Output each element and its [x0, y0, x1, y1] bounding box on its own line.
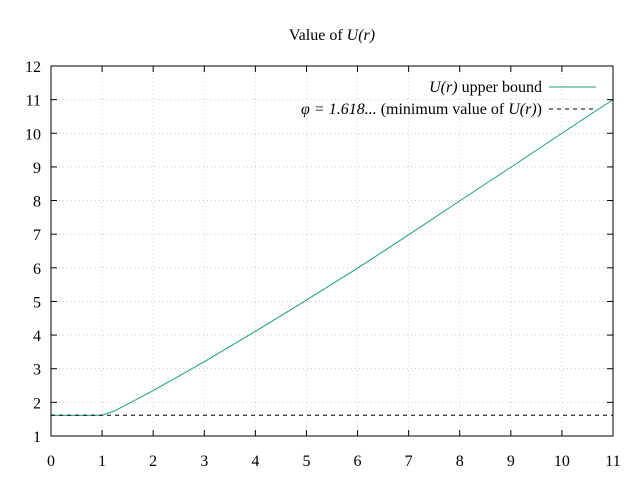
- chart-title: Value of U(r): [289, 27, 375, 44]
- legend: U(r) upper bound φ = 1.618... (minimum v…: [301, 79, 596, 118]
- legend-1-math: U(r): [429, 79, 457, 96]
- y-tick-label: 12: [25, 59, 41, 76]
- x-tick-label: 1: [98, 453, 106, 470]
- legend-entry-phi: φ = 1.618... (minimum value of U(r)): [301, 101, 542, 118]
- legend-2-text: (minimum value of: [377, 101, 509, 118]
- x-tick-label: 9: [507, 453, 515, 470]
- grid: [51, 66, 613, 436]
- y-tick-label: 1: [33, 429, 41, 446]
- y-tick-label: 6: [33, 261, 41, 278]
- x-tick-label: 2: [149, 453, 157, 470]
- chart-title-math: U(r): [347, 27, 375, 44]
- legend-2-suffix: ): [537, 101, 542, 118]
- y-tick-label: 7: [33, 227, 41, 244]
- x-tick-label: 8: [456, 453, 464, 470]
- legend-2-math: U(r): [508, 101, 536, 118]
- y-tick-label: 9: [33, 160, 41, 177]
- legend-1-text: upper bound: [458, 79, 542, 96]
- legend-entry-upper-bound: U(r) upper bound: [429, 79, 542, 96]
- series-upper-bound-line: [51, 99, 614, 416]
- y-tick-label: 8: [33, 194, 41, 211]
- y-tick-label: 10: [25, 126, 41, 143]
- x-tick-label: 6: [354, 453, 362, 470]
- legend-2-math-prefix: φ = 1.618...: [301, 101, 377, 118]
- y-tick-label: 11: [26, 93, 41, 110]
- y-tick-label: 2: [33, 395, 41, 412]
- series-layer: [51, 99, 614, 416]
- y-tick-label: 3: [33, 362, 41, 379]
- x-tick-label: 11: [605, 453, 620, 470]
- y-tick-label: 5: [33, 294, 41, 311]
- x-tick-label: 7: [405, 453, 413, 470]
- x-tick-label: 10: [554, 453, 570, 470]
- x-tick-label: 4: [251, 453, 259, 470]
- plot-frame: [50, 65, 614, 437]
- y-tick-label: 4: [33, 328, 41, 345]
- x-tick-label: 3: [200, 453, 208, 470]
- x-tick-label: 0: [47, 453, 55, 470]
- chart-title-prefix: Value of: [289, 27, 347, 44]
- x-tick-label: 5: [302, 453, 310, 470]
